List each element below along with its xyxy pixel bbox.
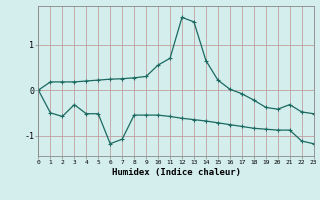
X-axis label: Humidex (Indice chaleur): Humidex (Indice chaleur) xyxy=(111,168,241,177)
